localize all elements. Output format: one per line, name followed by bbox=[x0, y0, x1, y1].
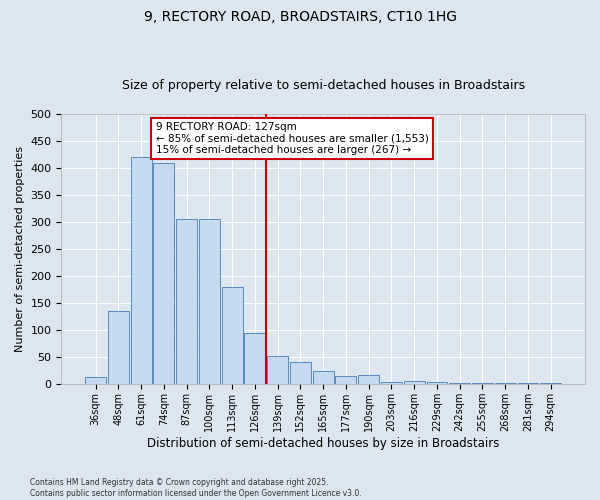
Bar bbox=[199, 220, 220, 384]
Bar bbox=[313, 371, 334, 384]
Bar bbox=[427, 382, 448, 384]
Bar bbox=[131, 157, 152, 384]
Bar bbox=[495, 382, 515, 384]
Bar bbox=[540, 382, 561, 384]
Bar bbox=[404, 380, 425, 384]
Text: Contains HM Land Registry data © Crown copyright and database right 2025.
Contai: Contains HM Land Registry data © Crown c… bbox=[30, 478, 362, 498]
Bar bbox=[267, 356, 288, 384]
Bar bbox=[176, 220, 197, 384]
Bar bbox=[222, 287, 242, 384]
Bar bbox=[290, 362, 311, 384]
Bar bbox=[335, 376, 356, 384]
Text: 9, RECTORY ROAD, BROADSTAIRS, CT10 1HG: 9, RECTORY ROAD, BROADSTAIRS, CT10 1HG bbox=[143, 10, 457, 24]
X-axis label: Distribution of semi-detached houses by size in Broadstairs: Distribution of semi-detached houses by … bbox=[147, 437, 499, 450]
Bar bbox=[381, 382, 402, 384]
Bar bbox=[244, 333, 265, 384]
Title: Size of property relative to semi-detached houses in Broadstairs: Size of property relative to semi-detach… bbox=[122, 79, 525, 92]
Bar bbox=[85, 376, 106, 384]
Bar bbox=[472, 382, 493, 384]
Bar bbox=[358, 374, 379, 384]
Bar bbox=[449, 382, 470, 384]
Text: 9 RECTORY ROAD: 127sqm
← 85% of semi-detached houses are smaller (1,553)
15% of : 9 RECTORY ROAD: 127sqm ← 85% of semi-det… bbox=[155, 122, 428, 156]
Bar bbox=[518, 382, 538, 384]
Bar bbox=[108, 312, 129, 384]
Y-axis label: Number of semi-detached properties: Number of semi-detached properties bbox=[15, 146, 25, 352]
Bar bbox=[154, 162, 175, 384]
